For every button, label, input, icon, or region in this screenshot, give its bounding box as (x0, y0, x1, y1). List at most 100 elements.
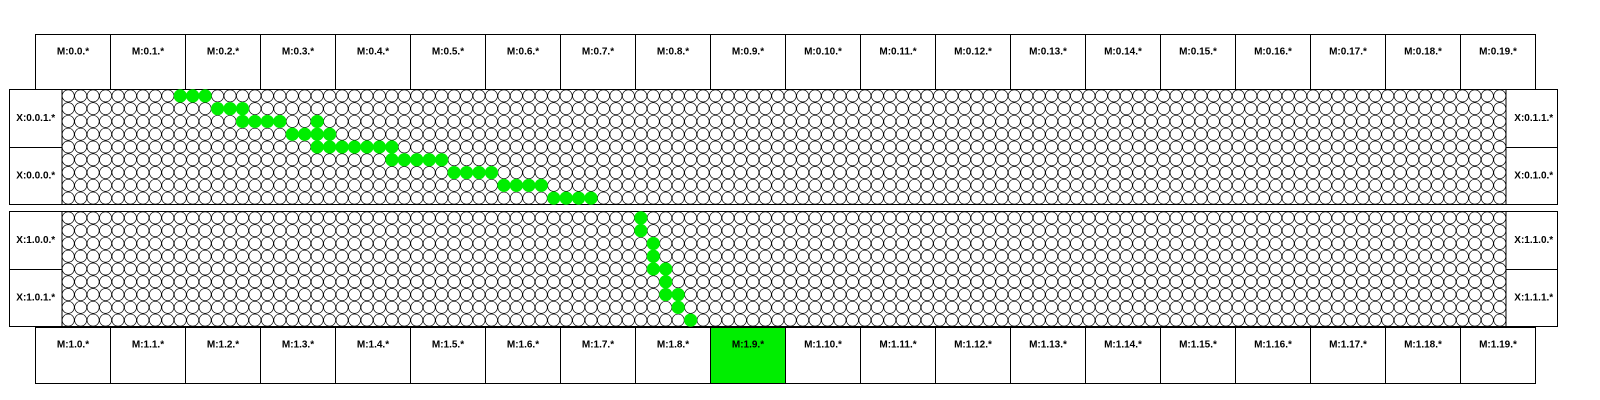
top-module-cell (560, 34, 636, 90)
bottom-module-cell (860, 327, 936, 384)
bottom-module-label: M:1.2.* (207, 340, 239, 351)
bottom-module-cell (1385, 327, 1461, 384)
bottom-module-cell (1235, 327, 1311, 384)
top-module-label: M:0.10.* (804, 47, 842, 58)
highlighted-cell (534, 178, 548, 192)
bottom-module-cell (35, 327, 111, 384)
top-module-label: M:0.3.* (282, 47, 314, 58)
top-module-cell (785, 34, 861, 90)
top-module-label: M:0.8.* (657, 47, 689, 58)
top-module-cell (260, 34, 336, 90)
bottom-module-cell (560, 327, 636, 384)
highlighted-cell (646, 236, 660, 251)
highlighted-cell (323, 127, 337, 141)
bottom-module-cell (185, 327, 261, 384)
band-right-label: X:1.1.1.* (1514, 293, 1553, 304)
highlighted-cell (335, 140, 349, 154)
highlighted-cell (298, 127, 312, 141)
top-module-cell (335, 34, 411, 90)
highlighted-cell (273, 114, 287, 129)
top-module-cell (35, 34, 111, 90)
top-module-label: M:0.2.* (207, 47, 239, 58)
top-module-cell (110, 34, 186, 90)
top-module-label: M:0.0.* (57, 47, 89, 58)
bottom-module-label: M:1.6.* (507, 340, 539, 351)
highlighted-cell (422, 153, 436, 167)
top-module-label: M:0.15.* (1179, 47, 1217, 58)
bottom-module-cell (1010, 327, 1086, 384)
bottom-module-label: M:1.14.* (1104, 340, 1142, 351)
bottom-module-label: M:1.1.* (132, 340, 164, 351)
bottom-module-cell (1310, 327, 1386, 384)
top-module-label: M:0.14.* (1104, 47, 1142, 58)
top-module-label: M:0.13.* (1029, 47, 1067, 58)
highlighted-cell (173, 89, 187, 103)
bottom-module-label: M:1.9.* (732, 340, 764, 351)
top-module-cell (185, 34, 261, 90)
highlighted-cell (397, 153, 411, 167)
bottom-module-cell (260, 327, 336, 384)
top-module-label: M:0.16.* (1254, 47, 1292, 58)
highlighted-cell (323, 140, 337, 154)
top-module-label: M:0.6.* (507, 47, 539, 58)
top-module-label: M:0.11.* (879, 47, 916, 58)
bottom-module-cell (635, 327, 711, 384)
top-module-label: M:0.18.* (1404, 47, 1442, 58)
highlighted-cell (372, 140, 387, 154)
top-module-cell (935, 34, 1011, 90)
highlighted-cell (310, 114, 324, 129)
top-module-cell (410, 34, 486, 90)
highlighted-cell (459, 165, 474, 180)
highlighted-cell (671, 300, 685, 314)
bottom-module-label: M:1.4.* (357, 340, 389, 351)
top-module-cell (1085, 34, 1161, 90)
top-module-label: M:0.17.* (1329, 47, 1367, 58)
highlighted-cell (584, 191, 598, 205)
highlighted-cell (198, 89, 212, 103)
top-module-label: M:0.12.* (954, 47, 992, 58)
highlighted-cell (248, 114, 262, 129)
top-module-cell (860, 34, 936, 90)
band-left-label: X:1.0.1.* (16, 293, 55, 304)
top-module-cell (710, 34, 786, 90)
top-module-cell (635, 34, 711, 90)
top-module-cell (1310, 34, 1386, 90)
highlighted-cell (347, 140, 362, 154)
highlighted-cell (385, 153, 399, 167)
band-left-label: X:1.0.0.* (16, 235, 55, 246)
top-module-cell (1385, 34, 1461, 90)
band-right-label: X:1.1.0.* (1514, 235, 1553, 246)
highlighted-cell (435, 153, 449, 167)
top-module-label: M:0.4.* (357, 47, 389, 58)
top-module-cell (1160, 34, 1236, 90)
highlighted-cell (310, 140, 324, 154)
highlighted-cell (634, 211, 648, 225)
highlighted-cell (447, 165, 461, 180)
top-module-label: M:0.1.* (132, 47, 164, 58)
highlighted-cell (484, 165, 499, 180)
band-right-label: X:0.1.0.* (1514, 171, 1553, 182)
highlighted-cell (659, 275, 673, 289)
highlighted-cell (497, 178, 511, 192)
highlighted-cell (260, 114, 275, 129)
highlighted-cell (186, 89, 200, 103)
band-right-label: X:0.1.1.* (1514, 113, 1553, 124)
highlighted-cell (509, 178, 523, 192)
bottom-module-label: M:1.16.* (1254, 340, 1292, 351)
highlighted-cell (285, 127, 299, 141)
top-module-cell (1460, 34, 1536, 90)
highlighted-cell (310, 127, 324, 141)
bottom-module-label: M:1.19.* (1479, 340, 1517, 351)
highlighted-cell (235, 102, 250, 116)
highlighted-cell (646, 262, 660, 276)
highlighted-cell (547, 191, 561, 205)
top-module-cell (485, 34, 561, 90)
highlighted-cell (659, 262, 673, 276)
top-module-cell (1010, 34, 1086, 90)
bottom-module-label: M:1.12.* (954, 340, 992, 351)
bottom-module-label: M:1.8.* (657, 340, 689, 351)
bottom-module-cell (1460, 327, 1536, 384)
highlighted-cell (522, 178, 536, 192)
